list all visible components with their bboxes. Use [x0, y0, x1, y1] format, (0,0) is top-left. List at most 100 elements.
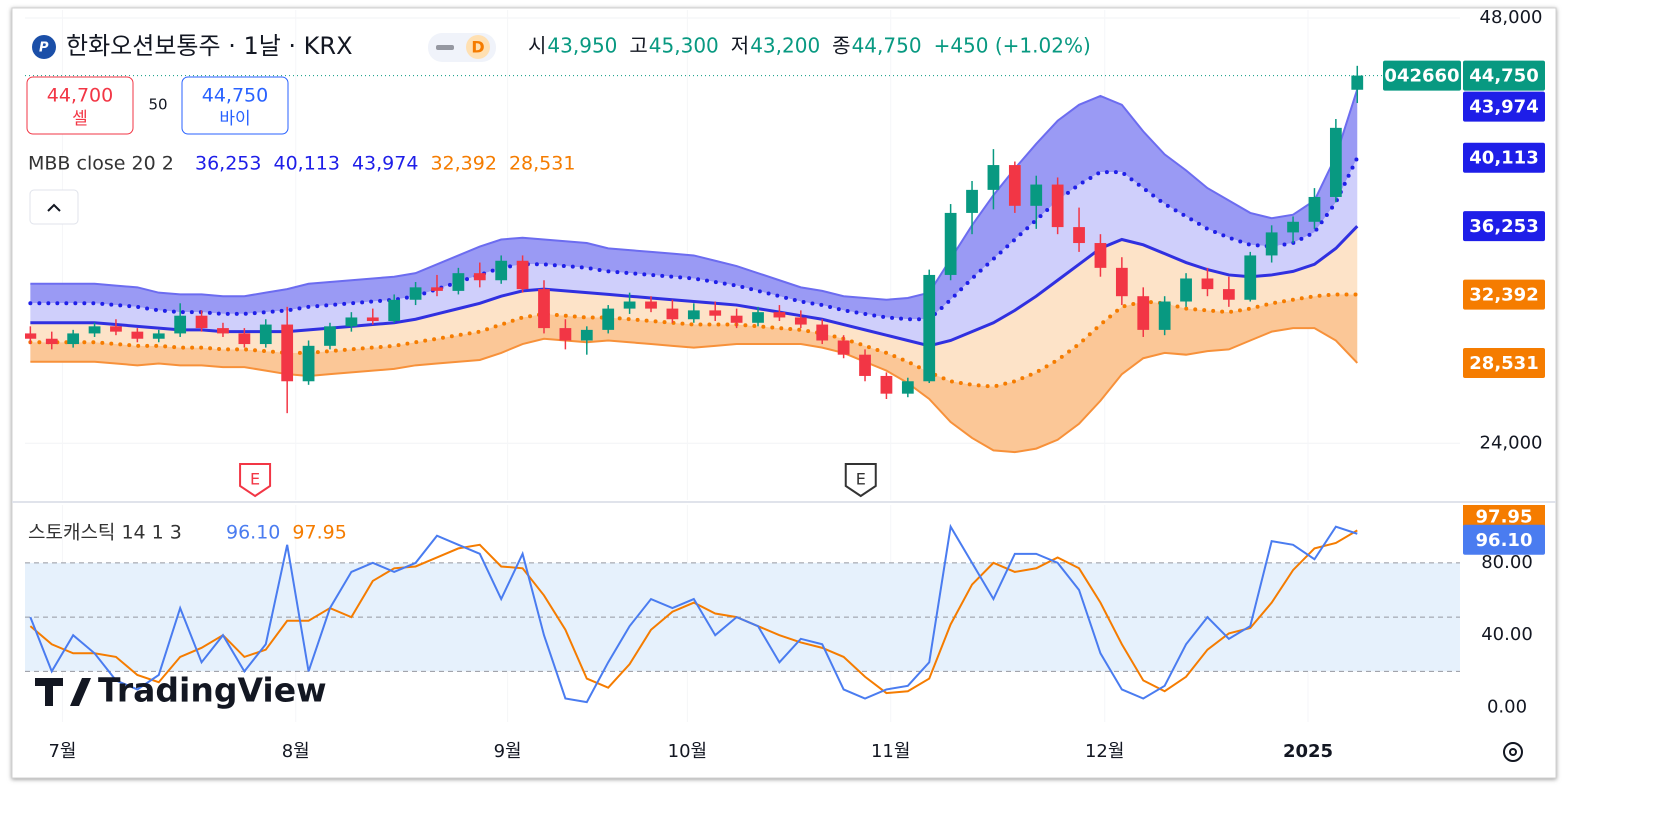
price-label: 28,531 [1469, 353, 1538, 374]
candle-body [45, 338, 58, 345]
indicator-label: MBB close 20 2 [28, 153, 174, 175]
price-label: 97.95 [1476, 506, 1533, 527]
candle-body [366, 317, 379, 322]
candle-body [837, 340, 850, 355]
collapse-button[interactable] [29, 189, 79, 225]
price-label: 44,750 [1469, 66, 1538, 87]
oscillator-value: 96.10 [226, 522, 280, 544]
logo [32, 35, 56, 59]
candle-body [859, 354, 871, 376]
candle-body [773, 312, 786, 318]
y-tick-label: 48,000 [1480, 7, 1543, 28]
logo-letter: P [39, 41, 49, 56]
buy-price: 44,750 [202, 85, 268, 107]
indicator-value: 40,113 [273, 153, 339, 175]
candle-body [709, 310, 722, 316]
candle-body [944, 212, 957, 275]
candle-body [1351, 75, 1364, 90]
oscillator-label: 스토캐스틱 14 1 3 [28, 522, 182, 544]
candle-body [1222, 289, 1235, 300]
candle-body [923, 274, 936, 382]
event-label: E [250, 470, 260, 489]
sell-label: 셀 [72, 109, 88, 129]
candle-body [259, 324, 272, 345]
candle-body [1008, 165, 1021, 206]
price-label-box [1463, 142, 1545, 173]
oscillator-price-labels: 97.95 96.10 [1463, 505, 1545, 555]
candle-body [645, 301, 657, 309]
candle-body [195, 315, 208, 329]
ohlc-name: 저 [731, 34, 749, 58]
y-tick-label: 24,000 [1480, 432, 1543, 453]
price-label-box [1463, 211, 1545, 242]
ohlc-value: 44,750 [852, 34, 922, 58]
badge-dot [466, 35, 490, 59]
ohlc-name: 종 [832, 34, 850, 58]
candle-body [324, 326, 336, 346]
candle-body [302, 345, 315, 382]
oscillator-band [25, 562, 1460, 672]
candle-body [559, 328, 572, 341]
candle-body [88, 326, 101, 334]
candle-body [602, 308, 615, 330]
candle-body [516, 260, 529, 290]
candle-body [1308, 196, 1321, 222]
ohlc-value: 43,200 [750, 34, 820, 58]
price-label: 36,253 [1469, 216, 1538, 237]
price-label: 042660 [1384, 66, 1459, 87]
candle-body [281, 324, 294, 382]
price-label-box [1463, 60, 1545, 91]
candle-body [816, 324, 829, 341]
x-tick-label: 12월 [1085, 741, 1124, 762]
ohlc-name: 고 [629, 34, 647, 58]
settings-icon[interactable] [1503, 742, 1523, 762]
ohlc-name: 시 [528, 34, 546, 58]
event-label: E [856, 470, 866, 489]
settings-icon-center [1509, 748, 1517, 756]
price-label: 40,113 [1469, 148, 1538, 169]
candle-body [345, 317, 358, 327]
event-marker [844, 463, 877, 498]
candle-body [794, 317, 807, 325]
candle-body [152, 333, 165, 339]
title: 한화오션보통주 · 1날 · KRX [66, 32, 353, 60]
buy-button[interactable] [181, 76, 289, 135]
x-tick-label: 9월 [494, 741, 522, 762]
interval: D [471, 38, 484, 57]
candle-body [1329, 127, 1342, 197]
candle-body [1244, 255, 1257, 300]
candle-body [1051, 184, 1064, 228]
price-label: 96.10 [1476, 530, 1533, 551]
candle-body [901, 381, 914, 394]
candle-body [966, 189, 978, 213]
watermark: TradingView [98, 671, 327, 710]
price-label-box [1463, 524, 1545, 555]
candle-body [495, 260, 508, 281]
ohlc-value: 45,300 [649, 34, 719, 58]
oscillator-line [29, 523, 1358, 704]
badge-icon [436, 45, 454, 50]
candle-body [110, 326, 122, 332]
price-label: 32,392 [1469, 285, 1538, 306]
quantity: 50 [148, 96, 167, 114]
sell-button[interactable] [26, 76, 134, 135]
candle-body [666, 308, 679, 320]
x-tick-label: 11월 [871, 741, 910, 762]
candle-body [1030, 184, 1043, 206]
oscillator-line [29, 529, 1358, 695]
ohlc-value: 43,950 [547, 34, 617, 58]
candle-body [238, 333, 251, 345]
collapse-icon [47, 203, 61, 212]
candle-body [1201, 278, 1214, 290]
candle-body [1073, 227, 1085, 244]
y2-tick-label: 40.00 [1481, 624, 1533, 645]
candle-body [538, 289, 550, 329]
candle-body [217, 328, 229, 334]
indicator-value: 32,392 [430, 153, 496, 175]
buy-label: 바이 [219, 109, 250, 129]
candle-body [452, 273, 465, 291]
band-line [30, 225, 1359, 348]
indicator-value: 36,253 [195, 153, 261, 175]
oscillator-value: 97.95 [292, 522, 346, 544]
